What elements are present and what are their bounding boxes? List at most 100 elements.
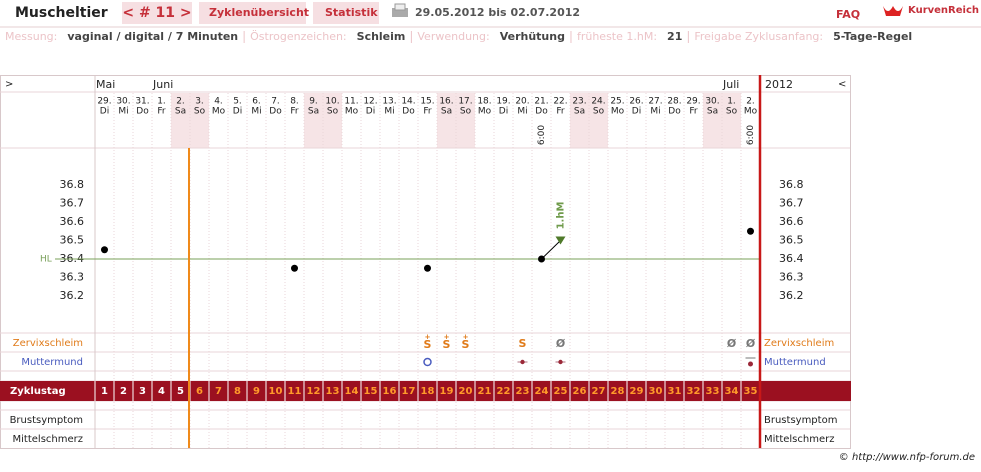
cycle-day: 30 bbox=[649, 386, 663, 397]
mucus-symbol: S bbox=[424, 338, 432, 351]
weekday-label: Mi bbox=[517, 107, 527, 117]
cycle-day: 5 bbox=[177, 386, 184, 397]
cycle-day: 3 bbox=[139, 386, 146, 397]
cycle-nav[interactable]: < # 11 > bbox=[122, 5, 191, 21]
cycle-day: 4 bbox=[158, 386, 165, 397]
weekday-label: Mo bbox=[478, 107, 492, 117]
weekend-shade bbox=[323, 93, 342, 148]
weekday-label: Sa bbox=[175, 107, 186, 117]
info-label: Freigabe Zyklusanfang: bbox=[694, 30, 823, 43]
print-icon[interactable] bbox=[392, 3, 408, 17]
cycle-day: 32 bbox=[687, 386, 701, 397]
date-label: 13. bbox=[382, 97, 396, 107]
mucus-sign: + bbox=[444, 333, 450, 341]
date-label: 29. bbox=[686, 97, 700, 107]
date-label: 10. bbox=[325, 97, 339, 107]
tab-box[interactable] bbox=[199, 2, 306, 24]
faq-link[interactable]: FAQ bbox=[836, 8, 860, 21]
row-label: Muttermund bbox=[21, 357, 83, 368]
temperature-point bbox=[101, 246, 108, 254]
print-icon-paper bbox=[394, 3, 406, 11]
cycle-day: 34 bbox=[725, 386, 739, 397]
row-label: Zervixschleim bbox=[13, 338, 83, 349]
y-tick-label: 36.6 bbox=[779, 215, 804, 228]
weekday-label: Mi bbox=[251, 107, 261, 117]
date-label: 29. bbox=[97, 97, 111, 107]
cycle-day: 11 bbox=[288, 386, 302, 397]
row-label: Brustsymptom bbox=[764, 415, 837, 426]
row-label: Muttermund bbox=[764, 357, 826, 368]
date-label: 22. bbox=[553, 97, 567, 107]
weekday-label: So bbox=[726, 107, 738, 117]
cycle-nav-box[interactable] bbox=[122, 2, 192, 24]
year: 2012 bbox=[765, 78, 793, 91]
nav-left[interactable]: > bbox=[5, 79, 13, 90]
cycle-day: 29 bbox=[630, 386, 644, 397]
cycle-day: 24 bbox=[535, 386, 549, 397]
mucus-symbol: S bbox=[519, 337, 527, 350]
weekday-label: Do bbox=[136, 107, 149, 117]
period: 29.05.2012 bis 02.07.2012 bbox=[415, 6, 580, 19]
weekday-label: Mi bbox=[384, 107, 394, 117]
date-label: 1. bbox=[157, 97, 166, 107]
temperature-line bbox=[541, 240, 561, 260]
weekday-label: So bbox=[327, 107, 339, 117]
date-label: 28. bbox=[667, 97, 681, 107]
cycle-day: 23 bbox=[516, 386, 530, 397]
weekday-label: Mi bbox=[118, 107, 128, 117]
weekday-label: Sa bbox=[574, 107, 585, 117]
cervix-icon bbox=[423, 357, 432, 367]
month-label: Juni bbox=[152, 78, 173, 91]
nav-right[interactable]: < bbox=[838, 79, 846, 90]
date-label: 25. bbox=[610, 97, 624, 107]
date-label: 4. bbox=[214, 97, 223, 107]
cycle-day: 26 bbox=[573, 386, 587, 397]
weekday-label: Do bbox=[402, 107, 415, 117]
mucus-symbol: Ø bbox=[556, 337, 566, 350]
user-name: Muscheltier bbox=[15, 5, 108, 21]
date-label: 14. bbox=[401, 97, 415, 107]
tab-box[interactable] bbox=[313, 2, 379, 24]
temperature-point bbox=[291, 264, 298, 272]
cervix-icon bbox=[748, 361, 753, 367]
date-label: 31. bbox=[135, 97, 149, 107]
date-label: 19. bbox=[496, 97, 510, 107]
month-label: Juli bbox=[722, 78, 739, 91]
cycle-day: 25 bbox=[554, 386, 568, 397]
date-label: 24. bbox=[591, 97, 605, 107]
date-label: 21. bbox=[534, 97, 548, 107]
date-label: 9. bbox=[309, 97, 318, 107]
weekend-shade bbox=[589, 93, 608, 148]
cycle-day: 31 bbox=[668, 386, 682, 397]
y-tick-label: 36.3 bbox=[779, 271, 804, 284]
cycle-day: 17 bbox=[402, 386, 416, 397]
date-label: 5. bbox=[233, 97, 242, 107]
tab[interactable]: Zyklenübersicht bbox=[209, 6, 309, 19]
weekday-label: Fr bbox=[689, 107, 698, 117]
cycle-day: 27 bbox=[592, 386, 606, 397]
y-tick-label: 36.2 bbox=[60, 289, 85, 302]
row-label: Zyklustag bbox=[10, 386, 66, 397]
date-label: 7. bbox=[271, 97, 280, 107]
date-label: 17. bbox=[458, 97, 472, 107]
y-tick-label: 36.4 bbox=[779, 252, 804, 265]
weekday-label: Mi bbox=[650, 107, 660, 117]
y-tick-label: 36.7 bbox=[779, 197, 804, 210]
tab[interactable]: Statistik bbox=[325, 6, 378, 19]
cycle-day: 21 bbox=[478, 386, 492, 397]
weekday-label: Mo bbox=[744, 107, 758, 117]
time-label: 6:00 bbox=[537, 125, 547, 145]
weekday-label: Fr bbox=[157, 107, 166, 117]
logo-icon bbox=[883, 6, 903, 16]
weekday-label: Do bbox=[535, 107, 548, 117]
logo-text[interactable]: KurvenReich bbox=[908, 5, 979, 16]
y-tick-label: 36.2 bbox=[779, 289, 804, 302]
cycle-day: 7 bbox=[215, 386, 222, 397]
cycle-day: 10 bbox=[269, 386, 283, 397]
y-tick-label: 36.7 bbox=[60, 197, 85, 210]
row-label: Mittelschmerz bbox=[13, 434, 83, 445]
weekday-label: Fr bbox=[290, 107, 299, 117]
date-label: 26. bbox=[629, 97, 643, 107]
weekday-label: Mo bbox=[345, 107, 359, 117]
